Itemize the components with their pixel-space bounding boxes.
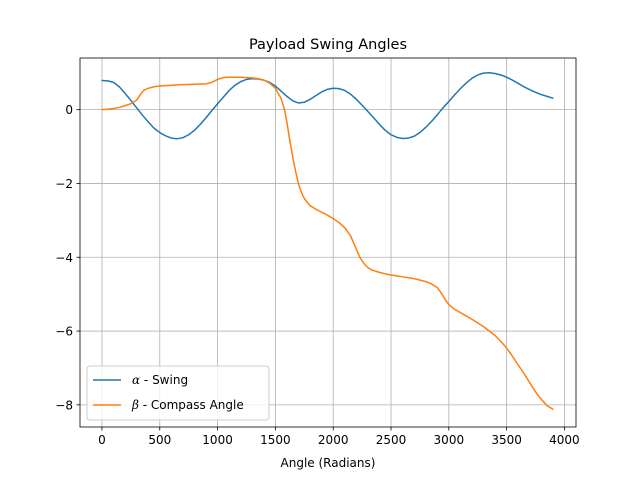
legend-text-alpha: - Swing — [140, 373, 188, 387]
x-tick-label: 1500 — [260, 433, 291, 447]
grid — [80, 58, 576, 427]
x-tick-label: 2500 — [376, 433, 407, 447]
x-tick-label: 3500 — [491, 433, 522, 447]
legend-symbol-beta: β — [131, 398, 139, 412]
x-tick-label: 2000 — [318, 433, 349, 447]
x-tick-label: 4000 — [549, 433, 580, 447]
x-tick-label: 1000 — [202, 433, 233, 447]
legend-symbol-alpha: α — [132, 373, 140, 387]
x-axis-ticks: 0 500 1000 1500 2000 2500 3000 3500 4000 — [98, 427, 580, 447]
y-tick-label: −4 — [55, 251, 73, 265]
x-tick-label: 3000 — [434, 433, 465, 447]
series-lines — [101, 72, 554, 411]
series-line-beta-compass-angle — [101, 76, 554, 411]
y-axis-ticks: 0 −2 −4 −6 −8 — [55, 103, 80, 412]
chart-title: Payload Swing Angles — [249, 37, 407, 53]
legend-label-alpha: α - Swing — [132, 373, 188, 387]
y-tick-label: −2 — [55, 177, 73, 191]
plot-frame — [79, 57, 577, 428]
series-line-alpha-swing — [101, 72, 554, 140]
y-tick-label: −6 — [55, 325, 73, 339]
x-axis-label: Angle (Radians) — [281, 456, 376, 470]
legend-box — [86, 365, 270, 421]
x-tick-label: 0 — [98, 433, 106, 447]
y-tick-label: −8 — [55, 398, 73, 412]
y-tick-label: 0 — [65, 103, 73, 117]
x-tick-label: 500 — [148, 433, 171, 447]
legend-label-beta: β - Compass Angle — [131, 398, 244, 412]
legend-text-beta: - Compass Angle — [139, 398, 244, 412]
legend: α - Swing β - Compass Angle — [86, 365, 270, 421]
